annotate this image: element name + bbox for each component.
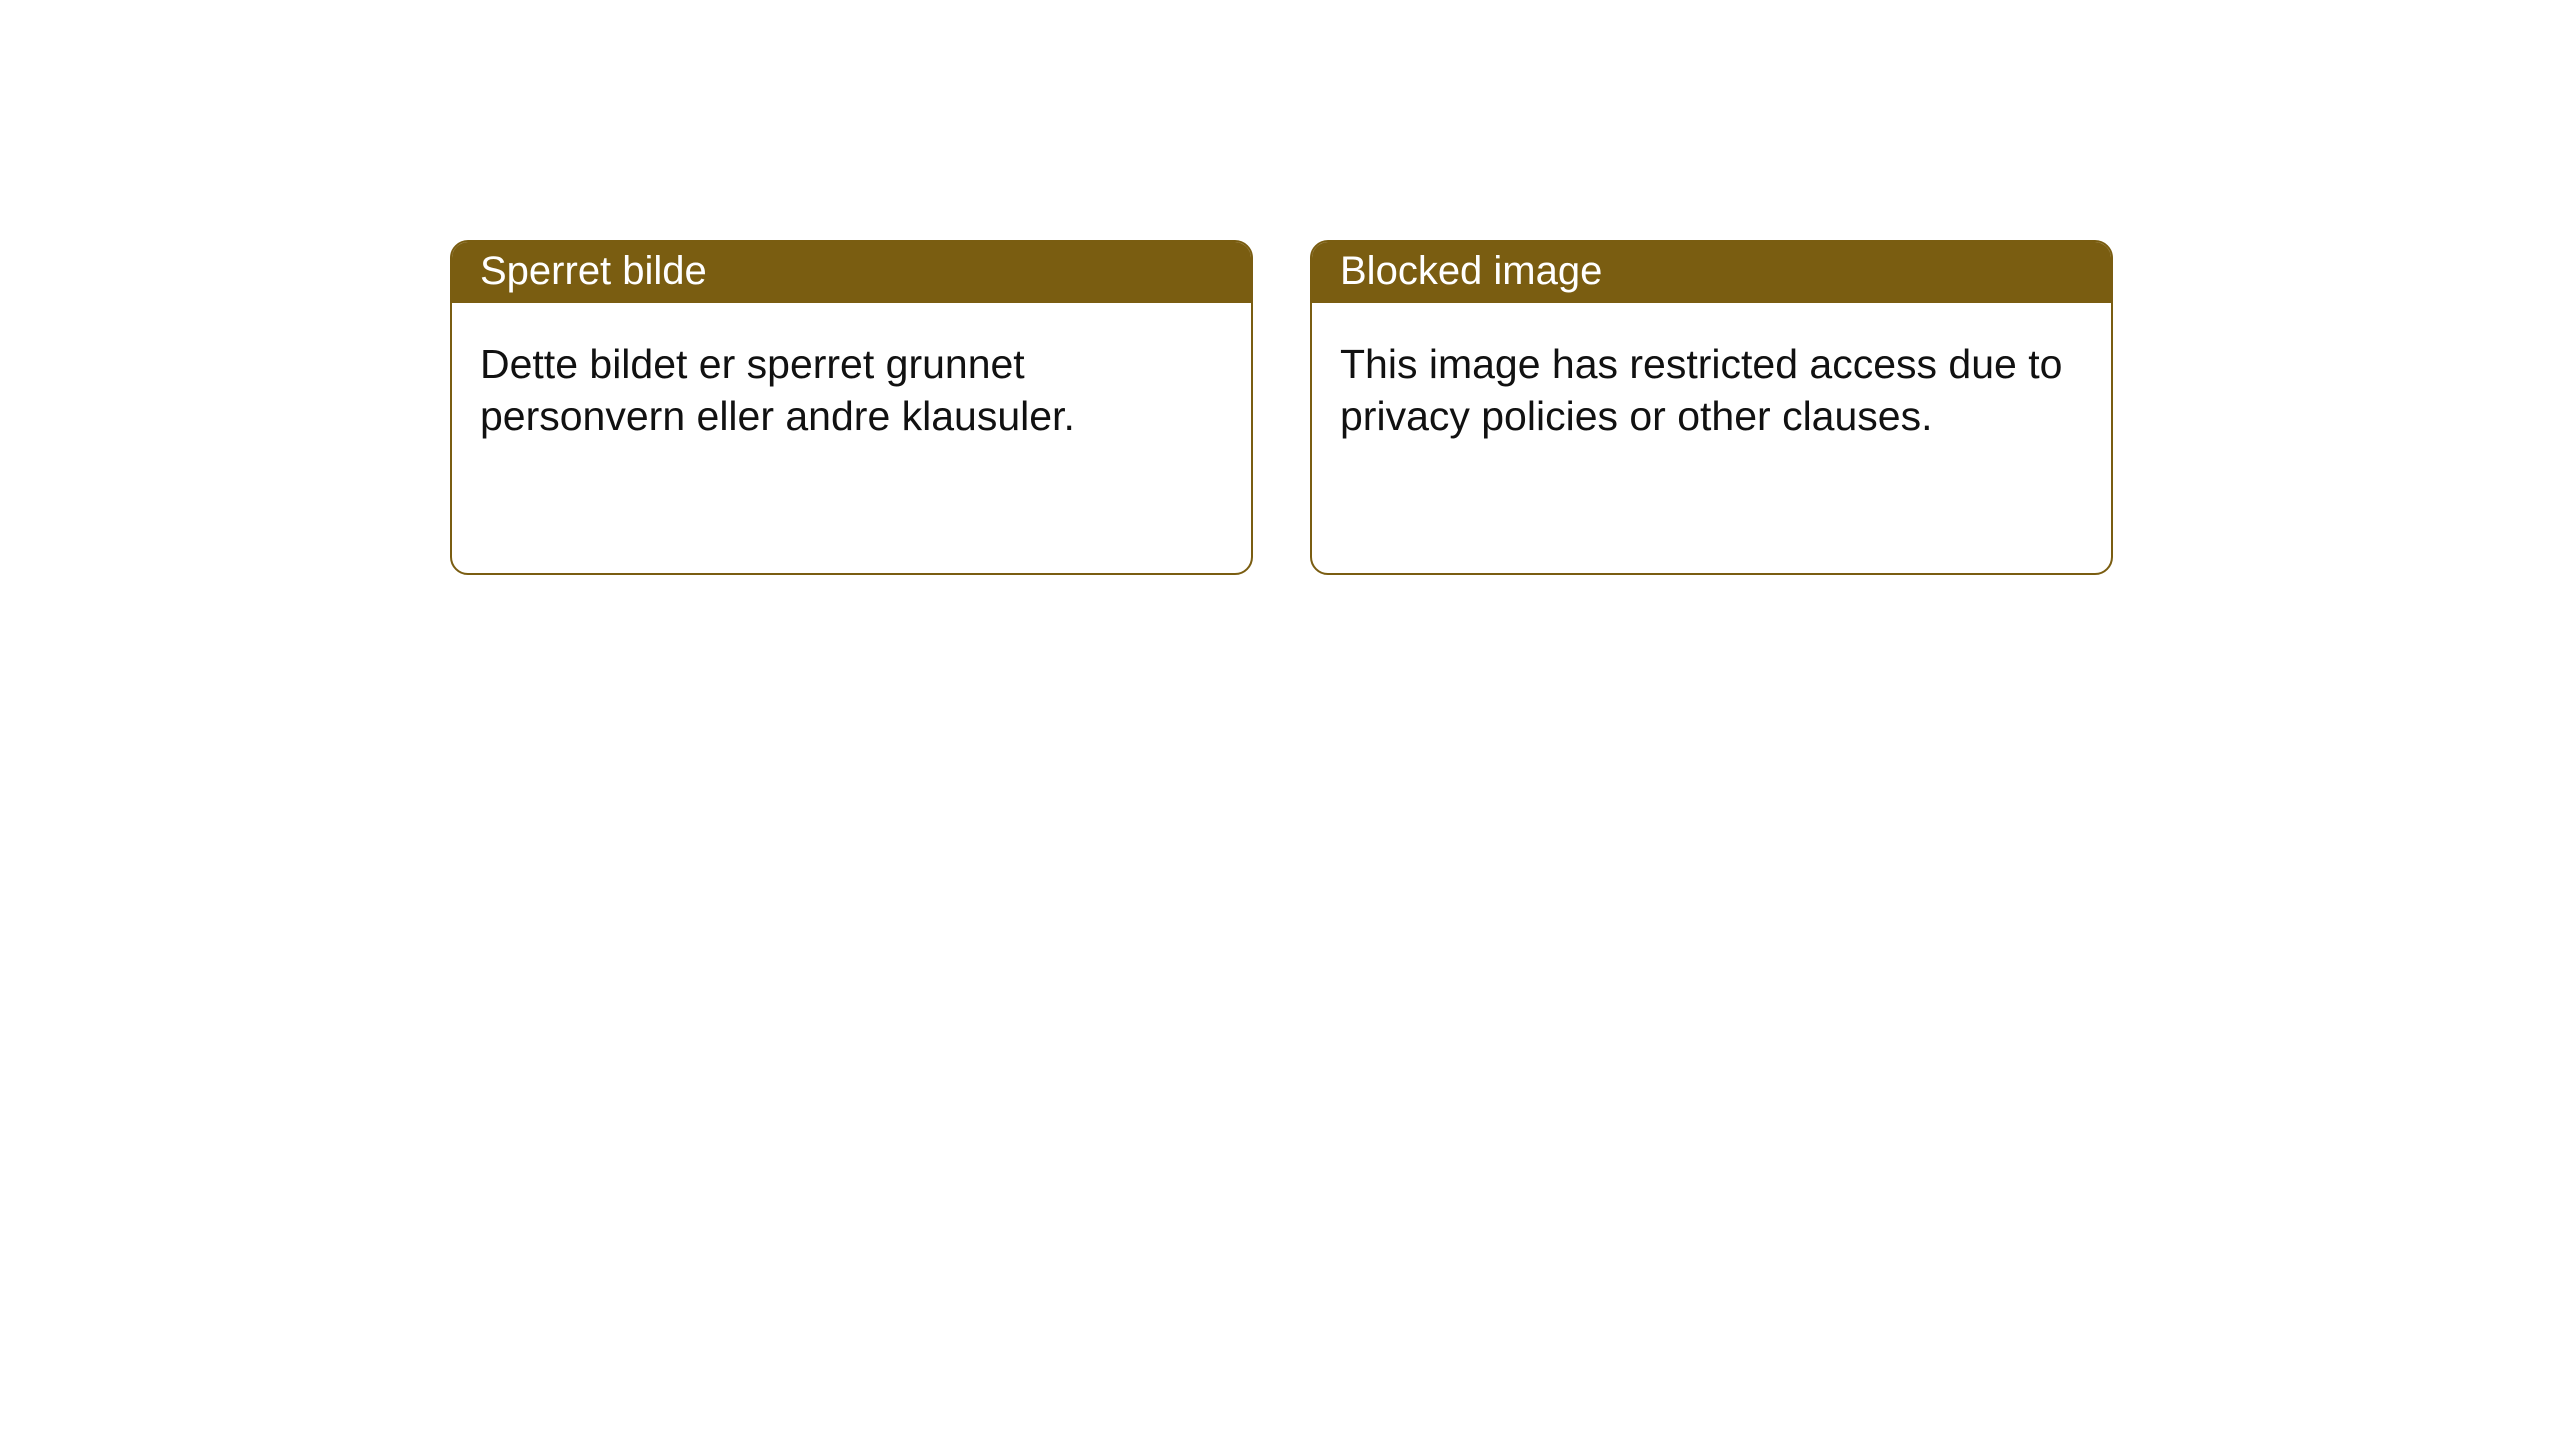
- card-body-en: This image has restricted access due to …: [1312, 303, 2111, 478]
- notice-card-no: Sperret bilde Dette bildet er sperret gr…: [450, 240, 1253, 575]
- card-text-no: Dette bildet er sperret grunnet personve…: [480, 341, 1075, 439]
- card-header-no: Sperret bilde: [452, 242, 1251, 303]
- notice-card-en: Blocked image This image has restricted …: [1310, 240, 2113, 575]
- notice-container: Sperret bilde Dette bildet er sperret gr…: [450, 240, 2113, 575]
- card-body-no: Dette bildet er sperret grunnet personve…: [452, 303, 1251, 478]
- card-title-en: Blocked image: [1340, 249, 1602, 294]
- card-title-no: Sperret bilde: [480, 249, 707, 294]
- card-header-en: Blocked image: [1312, 242, 2111, 303]
- card-text-en: This image has restricted access due to …: [1340, 341, 2062, 439]
